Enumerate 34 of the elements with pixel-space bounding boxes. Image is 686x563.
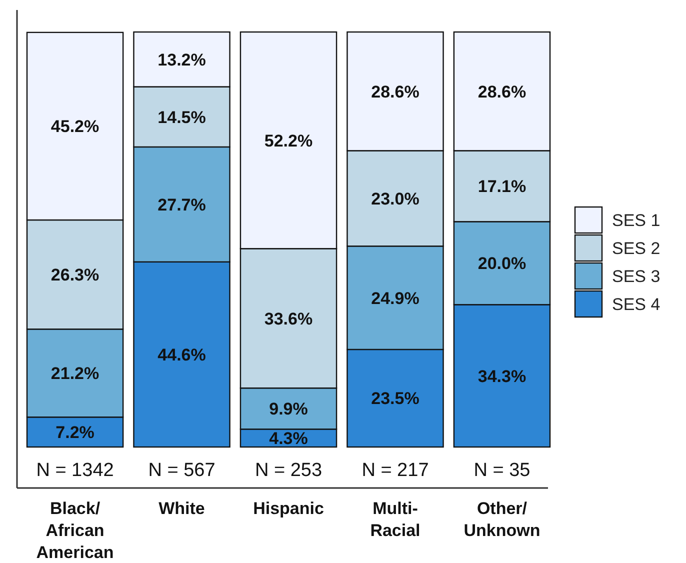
data-label: 13.2%: [158, 50, 206, 70]
data-label: 17.1%: [478, 177, 526, 196]
data-label: 52.2%: [264, 131, 313, 150]
legend-label: SES 2: [612, 238, 660, 258]
data-label: 9.9%: [269, 400, 308, 419]
legend-label: SES 3: [612, 266, 660, 286]
data-label: 21.2%: [50, 364, 100, 384]
data-label: 7.2%: [56, 423, 94, 442]
data-label: 14.5%: [158, 108, 206, 127]
text: N = 35: [474, 460, 530, 481]
data-label: 23.5%: [371, 389, 420, 408]
legend-label: SES 1: [612, 210, 660, 230]
data-label: 34.3%: [478, 366, 526, 386]
data-label: 27.7%: [158, 195, 206, 214]
data-label: 44.6%: [158, 345, 206, 364]
data-label: 33.6%: [264, 309, 313, 328]
data-label: 4.3%: [269, 429, 308, 448]
x-tick-label: Other/ Unknown: [464, 499, 540, 540]
x-tick-label: White: [158, 499, 205, 518]
text: N = 567: [148, 460, 216, 481]
text: N = 217: [362, 460, 429, 481]
legend-label: SES 4: [612, 294, 660, 314]
text: N = 1342: [36, 460, 114, 481]
data-label: 28.6%: [371, 82, 420, 102]
data-label: 24.9%: [371, 288, 420, 308]
text: N = 253: [254, 460, 322, 481]
x-tick-label: Black/ African American: [36, 499, 114, 562]
x-tick-label: Multi- Racial: [370, 499, 420, 540]
x-tick-label: Hispanic: [253, 499, 324, 518]
data-label: 45.2%: [50, 117, 100, 136]
data-label: 20.0%: [478, 254, 526, 274]
data-label: 23.0%: [371, 189, 420, 208]
data-label: 28.6%: [478, 82, 526, 102]
data-label: 26.3%: [50, 266, 100, 285]
